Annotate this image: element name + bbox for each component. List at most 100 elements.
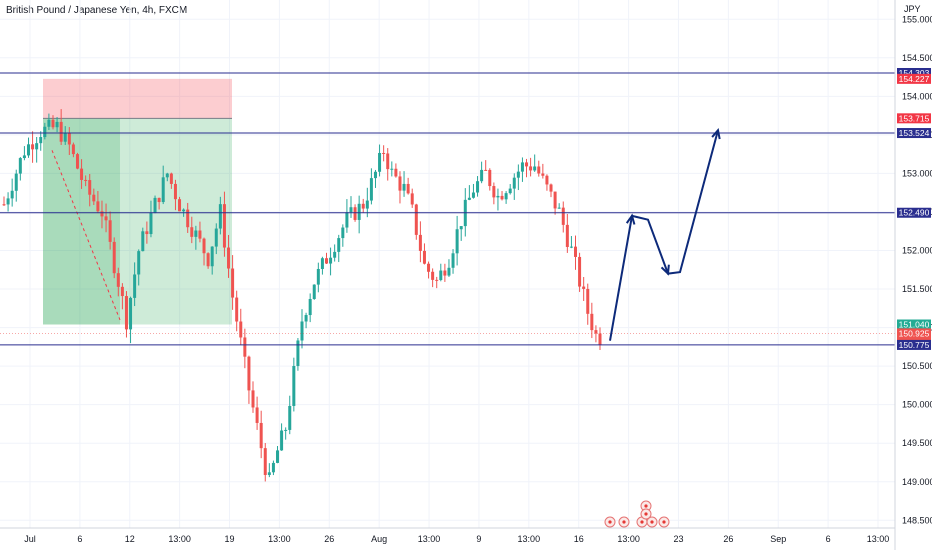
candle-body — [104, 216, 108, 221]
candle-body — [447, 267, 451, 276]
candle-body — [129, 297, 133, 330]
event-marker-dot — [644, 504, 648, 508]
candle-body — [10, 190, 14, 199]
x-tick-label: Sep — [770, 534, 786, 544]
candle-body — [116, 273, 120, 287]
candle-body — [239, 321, 243, 338]
x-tick-label: 6 — [77, 534, 82, 544]
candle-body — [292, 365, 296, 406]
event-marker-dot — [640, 520, 644, 524]
y-tick-label: 151.500 — [902, 284, 932, 294]
horizontal-lines — [0, 72, 895, 346]
arrowhead — [660, 264, 670, 276]
x-tick-label: 26 — [324, 534, 334, 544]
candle-body — [18, 158, 22, 174]
x-tick-label: 23 — [673, 534, 683, 544]
candle-body — [280, 430, 284, 451]
candle-body — [157, 197, 161, 203]
x-tick-label: Aug — [371, 534, 387, 544]
event-marker-dot — [644, 512, 648, 516]
trade-path-line — [51, 150, 121, 321]
price-label-text: 150.775 — [899, 340, 930, 350]
x-tick-label: 6 — [826, 534, 831, 544]
candle-body — [202, 238, 206, 254]
candle-body — [308, 298, 312, 316]
candle-body — [574, 246, 578, 257]
candle-body — [186, 209, 190, 228]
candle-body — [251, 390, 255, 408]
candle-body — [120, 286, 124, 297]
candle-body — [210, 246, 214, 267]
candle-body — [100, 211, 104, 217]
y-tick-label: 149.000 — [902, 477, 932, 487]
x-tick-label: Jul — [24, 534, 36, 544]
candle-body — [533, 166, 537, 171]
candle-body — [227, 247, 231, 269]
candle-body — [55, 121, 59, 128]
candle-body — [182, 209, 186, 212]
candle-body — [255, 407, 259, 423]
candle-body — [598, 333, 602, 345]
candle-body — [341, 227, 345, 239]
candles — [2, 109, 602, 482]
candle-body — [357, 203, 361, 220]
price-label-text: 153.524 — [899, 128, 930, 138]
x-tick-label: 13:00 — [268, 534, 291, 544]
candle-body — [586, 288, 590, 314]
candle-body — [194, 230, 198, 237]
chart-grid — [0, 0, 895, 528]
candle-body — [84, 179, 88, 181]
price-label-box — [897, 207, 931, 218]
candle-body — [47, 119, 51, 127]
candle-body — [471, 192, 475, 198]
candle-body — [198, 230, 202, 239]
candle-body — [63, 132, 67, 142]
candle-body — [22, 155, 26, 159]
chart-title: British Pound / Japanese Yen, 4h, FXCM — [6, 5, 188, 16]
candle-body — [345, 212, 349, 228]
candle-body — [373, 171, 377, 179]
candle-body — [267, 472, 271, 475]
candle-body — [39, 137, 43, 144]
candle-body — [218, 204, 222, 229]
price-label-box — [897, 339, 931, 350]
candle-body — [2, 204, 6, 206]
x-tick-label: 13:00 — [518, 534, 541, 544]
x-tick-label: 13:00 — [617, 534, 640, 544]
currency-label: JPY — [904, 4, 921, 14]
candle-body — [365, 200, 369, 209]
candle-body — [590, 313, 594, 331]
candle-body — [549, 184, 553, 192]
price-label-box — [897, 73, 931, 84]
candle-body — [410, 193, 414, 205]
price-label-text: 152.490 — [899, 208, 930, 218]
candle-body — [304, 315, 308, 322]
candle-body — [378, 152, 382, 172]
candle-body — [382, 152, 386, 154]
profit-zone-hit — [43, 118, 120, 325]
y-tick-label: 150.000 — [902, 400, 932, 410]
price-label-box — [897, 113, 931, 124]
projection-path — [609, 130, 719, 341]
candle-body — [422, 250, 426, 264]
x-tick-label: 12 — [125, 534, 135, 544]
x-tick-label: 13:00 — [867, 534, 890, 544]
candle-body — [284, 429, 288, 431]
projection-drawings — [609, 128, 721, 341]
position-zones — [43, 78, 232, 325]
candle-body — [480, 169, 484, 182]
candle-body — [178, 199, 182, 212]
candle-body — [263, 448, 267, 475]
x-tick-label: 16 — [574, 534, 584, 544]
candle-body — [43, 126, 47, 138]
candle-body — [145, 231, 149, 235]
candle-body — [488, 169, 492, 187]
candle-body — [243, 337, 247, 357]
candle-body — [329, 257, 333, 264]
candle-body — [333, 251, 337, 258]
x-tick-label: 9 — [476, 534, 481, 544]
candle-body — [496, 195, 500, 198]
candle-body — [312, 284, 316, 299]
candle-body — [582, 286, 586, 289]
